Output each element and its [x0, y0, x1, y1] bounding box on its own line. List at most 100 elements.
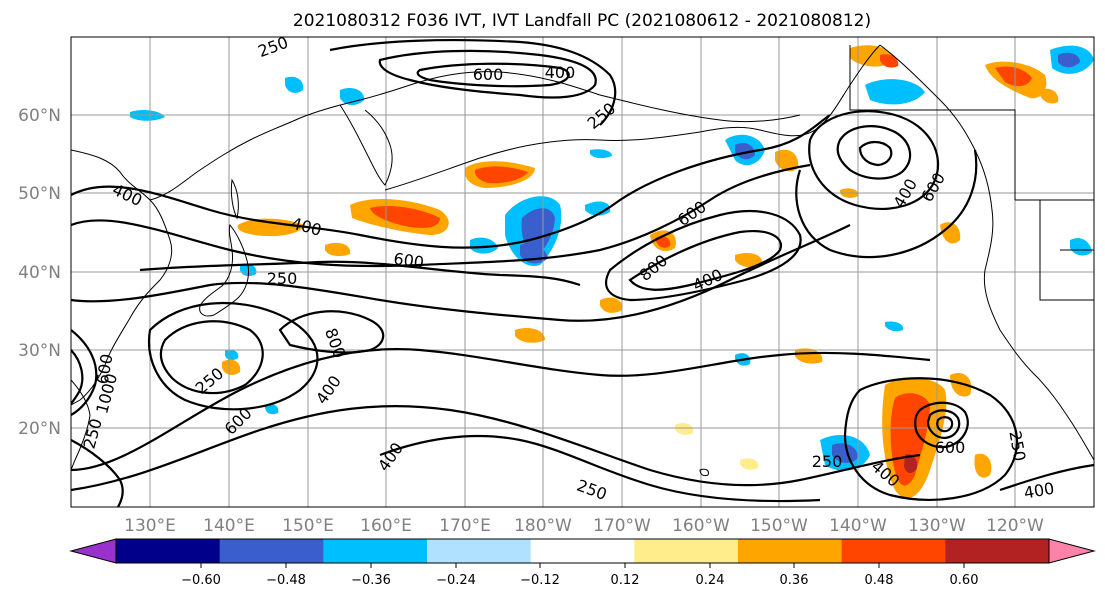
contour-line [71, 349, 84, 405]
lon-label: 120°W [986, 516, 1044, 536]
contour-line [139, 260, 581, 287]
shade-patch-positive [325, 242, 351, 257]
shade-patch-positive [370, 206, 440, 228]
colorbar-swatch [530, 539, 635, 563]
shade-patch-positive [940, 222, 961, 244]
shade-patch-positive [237, 218, 305, 237]
contour-line [147, 301, 319, 411]
lon-label: 170°W [593, 516, 651, 536]
shade-patch-positive [222, 359, 241, 375]
contour-label: 250 [267, 269, 298, 288]
shade-patch-negative [1070, 238, 1092, 256]
border-state [1039, 200, 1094, 301]
contour-line [926, 409, 961, 440]
contour-line [999, 463, 1094, 492]
contour-label: 400 [545, 63, 576, 82]
shade-patch-positive [995, 66, 1032, 87]
colorbar-label: −0.12 [520, 573, 560, 588]
coastline-na-west [879, 44, 1094, 461]
shade-patch-positive [950, 372, 972, 397]
shade-patch-positive [474, 166, 528, 184]
colorbar-label: −0.60 [181, 573, 221, 588]
colorbar-swatch [427, 539, 532, 563]
coastline-asia [409, 71, 801, 123]
shade-patch-negative [590, 149, 612, 159]
lon-label: 160°E [360, 516, 412, 536]
lon-label: 150°E [282, 516, 334, 536]
colorbar-labels: −0.60 −0.48 −0.36 −0.24 −0.12 0.12 0.24 … [181, 573, 978, 588]
map-border [70, 36, 1095, 508]
colorbar-min-extension [69, 538, 117, 564]
colorbar-swatch [945, 539, 1050, 563]
coastline-sakhalin [230, 178, 239, 220]
lon-label: 130°W [908, 516, 966, 536]
contour-line [914, 401, 969, 449]
lon-label: 180°W [514, 516, 572, 536]
contour-line [936, 416, 954, 433]
contour-line [71, 347, 931, 472]
colorbar-label: −0.36 [351, 573, 391, 588]
coastline-aleutians [384, 131, 701, 191]
contour-line [71, 329, 98, 416]
colorbar-max-extension [1048, 538, 1096, 564]
coastline-hawaii [699, 468, 709, 477]
shade-patch-positive [600, 297, 623, 313]
coastline-kamchatka [339, 104, 393, 186]
colorbar-swatch [219, 539, 324, 563]
colorbar-label: −0.24 [436, 573, 476, 588]
shade-patch-positive [735, 253, 763, 268]
colorbar-label: −0.48 [266, 573, 306, 588]
contour-line [628, 230, 783, 291]
shade-patch-negative [832, 443, 858, 464]
shade-patch-positive [775, 149, 799, 172]
contour-line [71, 439, 124, 507]
lon-label: 140°W [829, 516, 887, 536]
colorbar-swatch [323, 539, 428, 563]
colorbar-swatch [841, 539, 946, 563]
colorbar-swatches [116, 539, 1050, 563]
colorbar-ticks [200, 563, 965, 568]
colorbar-label: 0.24 [696, 573, 725, 588]
lat-label: 60°N [18, 106, 61, 126]
contour-label: 600 [935, 438, 966, 457]
lon-label: 160°W [672, 516, 730, 536]
contour-line [843, 377, 1019, 501]
lat-label: 20°N [18, 419, 61, 439]
shade-patch-positive [1040, 88, 1059, 104]
shade-patch-positive [880, 54, 899, 68]
lat-label: 50°N [18, 184, 61, 204]
shade-patch-negative [285, 76, 304, 93]
shade-patch-negative [470, 237, 498, 254]
contour-line [808, 110, 940, 210]
shade-patch-negative [1058, 52, 1080, 68]
lon-label: 140°E [203, 516, 255, 536]
contour-label: 250 [812, 452, 843, 471]
coastline-japan [199, 223, 249, 317]
lon-label: 170°E [439, 516, 491, 536]
contour-line [416, 62, 570, 88]
shade-patch-negative [865, 79, 925, 105]
lon-label: 130°E [124, 516, 176, 536]
contour-line [329, 38, 617, 126]
colorbar-label: 0.48 [865, 573, 894, 588]
contour-line [858, 140, 893, 167]
colorbar-label: 0.60 [950, 573, 979, 588]
ivt-contours [71, 38, 1094, 507]
contour-line [795, 149, 978, 259]
colorbar-swatch [116, 539, 221, 563]
lon-axis: 130°E 140°E 150°E 160°E 170°E 180°W 170°… [124, 516, 1044, 536]
contour-line [159, 320, 264, 395]
lat-label: 40°N [18, 263, 61, 283]
coastline-asia [71, 149, 173, 406]
coastline-asia [149, 84, 411, 201]
shade-patch-positive [904, 454, 918, 474]
shade-patch-negative [265, 403, 279, 415]
lat-label: 30°N [18, 341, 61, 361]
contour-line [71, 114, 831, 249]
shade-patch-negative [735, 143, 755, 160]
shade-patch-positive [675, 422, 694, 435]
contour-line [378, 49, 597, 99]
contour-line [379, 434, 821, 503]
contour-line [71, 404, 921, 492]
